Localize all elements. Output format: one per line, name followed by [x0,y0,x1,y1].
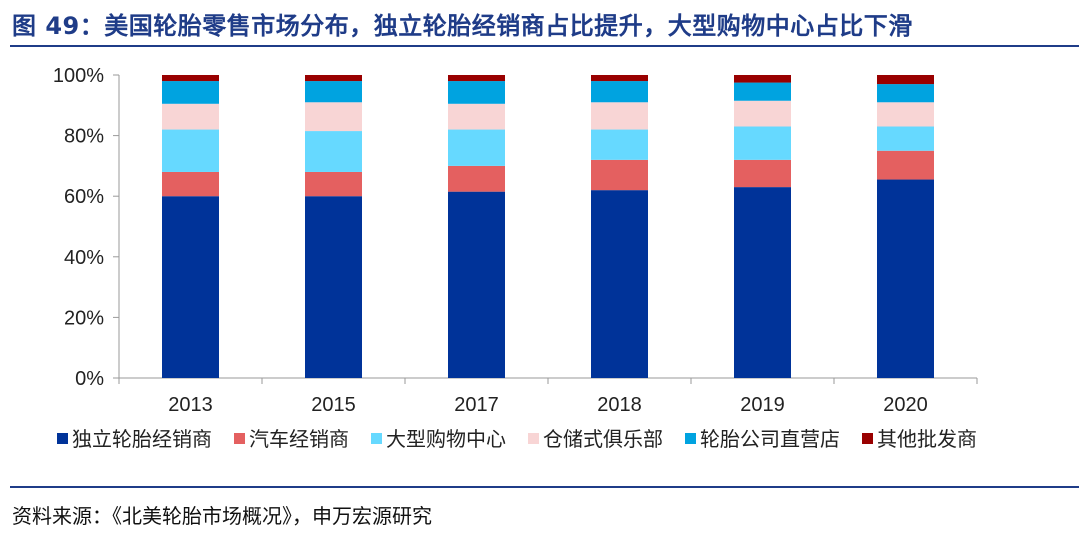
footer-divider [10,486,1079,488]
chart-title: 图 49：美国轮胎零售市场分布，独立轮胎经销商占比提升，大型购物中心占比下滑 [12,12,913,40]
bar-segment [162,171,219,197]
legend-swatch [528,433,539,444]
bar-segment [305,171,362,197]
bar-segment [877,84,934,103]
bar-segment [305,81,362,103]
bar-segment [877,102,934,127]
bar-segment [162,129,219,172]
bar-segment [734,187,791,378]
bar-segment [162,81,219,104]
x-tick-label: 2013 [168,394,213,416]
bar-segment [591,159,648,191]
x-tick-label: 2017 [454,394,499,416]
axes: 0% 20% 40% 60% 80% 100% 2013 2015 2017 2018 2019 20… [53,65,978,416]
legend-label: 汽车经销商 [249,427,349,451]
bar-segment [734,100,791,127]
bar-segment [305,75,362,82]
x-tick-label: 2020 [883,394,928,416]
legend-label: 仓储式俱乐部 [543,427,663,451]
legend-item: 轮胎公司直营店 [685,427,840,451]
y-tick-label: 20% [64,307,104,329]
bar-segment [162,103,219,130]
bars [162,75,934,378]
bar-segment [448,103,505,130]
bar-stack [591,75,648,378]
legend-label: 独立轮胎经销商 [72,427,212,451]
source-note: 资料来源：《北美轮胎市场概况》，申万宏源研究 [12,504,432,528]
bar-segment [591,190,648,378]
bar-segment [448,81,505,104]
legend-label: 轮胎公司直营店 [700,427,840,451]
bar-segment [305,131,362,172]
bar-segment [591,81,648,103]
bar-segment [591,129,648,160]
bar-stack [162,75,219,378]
bar-segment [591,75,648,82]
bar-segment [448,129,505,166]
bar-segment [305,102,362,132]
bar-stack [305,75,362,378]
bar-segment [877,179,934,378]
bar-segment [448,191,505,378]
legend-label: 大型购物中心 [386,427,506,451]
legend-item: 大型购物中心 [371,427,506,451]
y-tick-label: 60% [64,186,104,208]
y-tick-label: 40% [64,247,104,269]
x-tick-label: 2019 [740,394,785,416]
legend-item: 汽车经销商 [234,427,349,451]
bar-segment [591,102,648,130]
legend-label: 其他批发商 [877,427,977,451]
legend-swatch [862,433,873,444]
bar-segment [734,159,791,188]
x-tick-label: 2015 [311,394,356,416]
bar-segment [448,165,505,192]
bar-segment [734,126,791,160]
stacked-bar-chart: 0% 20% 40% 60% 80% 100% 2013 2015 2017 2018 2019 20… [53,65,978,451]
legend-item: 独立轮胎经销商 [57,427,212,451]
bar-segment [448,75,505,82]
bar-segment [734,82,791,101]
x-tick-label: 2018 [597,394,642,416]
bar-segment [877,126,934,151]
legend-swatch [234,433,245,444]
legend-swatch [685,433,696,444]
legend: 独立轮胎经销商 汽车经销商 大型购物中心 仓储式俱乐部 轮胎公司直营店 其他批发商 [57,427,977,451]
legend-item: 仓储式俱乐部 [528,427,663,451]
title-divider [10,45,1079,47]
y-tick-label: 0% [75,368,104,390]
bar-segment [734,75,791,83]
y-tick-label: 100% [53,65,104,87]
bar-stack [734,75,791,378]
bar-stack [448,75,505,378]
legend-swatch [57,433,68,444]
bar-segment [877,75,934,85]
bar-segment [877,150,934,180]
legend-item: 其他批发商 [862,427,977,451]
legend-swatch [371,433,382,444]
bar-segment [162,75,219,82]
bar-segment [305,196,362,378]
bar-segment [162,196,219,378]
y-tick-label: 80% [64,126,104,148]
bar-stack [877,75,934,378]
